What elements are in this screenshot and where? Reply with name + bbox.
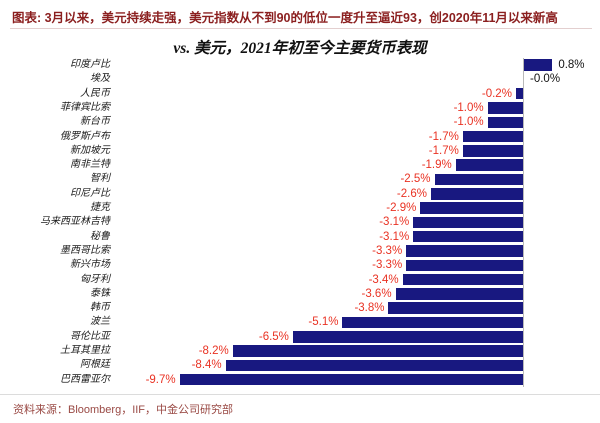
figure-caption: 图表: 3月以来，美元持续走强，美元指数从不到90的低位一度升至逼近93，创20…	[12, 11, 558, 25]
bar-segment	[388, 302, 523, 314]
category-label: 埃及	[90, 73, 110, 85]
bar-row: 俄罗斯卢布 -1.7%	[0, 130, 600, 144]
bar-row: 新台币 -1.0%	[0, 115, 600, 129]
footer-divider	[0, 394, 600, 395]
bar-row: 巴西雷亚尔 -9.7%	[0, 373, 600, 387]
bar-segment	[487, 102, 523, 114]
value-label: -3.1%	[379, 216, 410, 229]
bar-segment	[515, 87, 523, 100]
value-label: -2.6%	[396, 187, 427, 200]
value-label: -3.8%	[354, 302, 385, 315]
bar-segment	[430, 188, 523, 200]
bar-row: 人民币 -0.2%	[0, 87, 600, 101]
bar-row: 马来西亚林吉特 -3.1%	[0, 215, 600, 229]
bar-segment	[487, 116, 523, 129]
category-label: 新台币	[80, 116, 110, 128]
bar-row: 新加坡元 -1.7%	[0, 144, 600, 158]
bar-row: 菲律宾比索 -1.0%	[0, 101, 600, 115]
caption-divider	[10, 28, 592, 29]
source-note: 资料来源：Bloomberg，IIF，中金公司研究部	[13, 404, 234, 416]
bar-row: 捷克 -2.9%	[0, 201, 600, 215]
bar-row: 新兴市场 -3.3%	[0, 258, 600, 272]
bar-segment	[462, 145, 523, 157]
category-label: 人民币	[80, 87, 110, 99]
value-label: 0.8%	[558, 59, 585, 71]
value-label: -3.3%	[372, 259, 403, 272]
bar-row: 埃及 -0.0%	[0, 72, 600, 86]
bar-segment	[342, 316, 523, 329]
bar-row: 秘鲁 -3.1%	[0, 230, 600, 244]
value-label: -3.3%	[372, 244, 403, 257]
category-label: 捷克	[90, 202, 110, 213]
bar-segment	[179, 373, 523, 386]
category-label: 泰铢	[90, 287, 110, 299]
category-label: 哥伦比亚	[70, 330, 110, 342]
bar-segment	[406, 245, 523, 257]
bar-row: 印尼卢比 -2.6%	[0, 187, 600, 201]
bar-row: 墨西哥比索 -3.3%	[0, 244, 600, 258]
value-label: -1.0%	[453, 101, 484, 114]
category-label: 阿根廷	[80, 359, 110, 371]
value-label: -9.7%	[145, 373, 176, 386]
bar-row: 波兰 -5.1%	[0, 315, 600, 329]
category-label: 印尼卢比	[70, 187, 110, 199]
bar-segment	[402, 273, 523, 286]
value-label: -3.1%	[379, 230, 410, 243]
category-label: 智利	[90, 173, 110, 185]
category-label: 韩币	[90, 302, 110, 314]
bar-row: 智利 -2.5%	[0, 172, 600, 186]
category-label: 印度卢比	[70, 59, 110, 70]
value-label: -6.5%	[258, 330, 289, 343]
value-label: -3.4%	[368, 273, 399, 286]
bar-segment	[232, 345, 523, 357]
value-label: -2.9%	[386, 202, 417, 214]
bar-row: 印度卢比 0.8%	[0, 58, 600, 72]
category-label: 匈牙利	[80, 273, 110, 285]
bar-row: 阿根廷 -8.4%	[0, 358, 600, 372]
bar-row: 泰铢 -3.6%	[0, 287, 600, 301]
value-label: -8.4%	[191, 359, 222, 372]
value-label: -0.2%	[481, 87, 512, 100]
category-label: 土耳其里拉	[60, 345, 110, 356]
bar-row: 韩币 -3.8%	[0, 301, 600, 315]
bar-segment	[455, 159, 523, 171]
category-label: 菲律宾比索	[60, 101, 110, 113]
value-label: -2.5%	[400, 173, 431, 186]
bar-row: 哥伦比亚 -6.5%	[0, 330, 600, 344]
value-label: -1.0%	[453, 116, 484, 129]
bar-segment	[292, 331, 523, 343]
bar-segment	[524, 59, 553, 71]
value-label: -8.2%	[198, 345, 229, 357]
value-label: -5.1%	[308, 316, 339, 329]
bar-row: 匈牙利 -3.4%	[0, 273, 600, 287]
bar-chart-plot-area: 印度卢比 0.8% 埃及 -0.0% 人民币 -0.2% 菲律宾比索 -1.0% 新台币 -1.0…	[0, 58, 600, 389]
bar-segment	[225, 359, 523, 372]
category-label: 墨西哥比索	[60, 244, 110, 256]
category-label: 马来西亚林吉特	[40, 216, 110, 228]
bar-segment	[413, 230, 523, 243]
chart-title: vs. 美元，2021年初至今主要货币表现	[173, 40, 427, 57]
category-label: 波兰	[90, 316, 110, 328]
bar-segment	[420, 202, 523, 214]
bar-row: 土耳其里拉 -8.2%	[0, 344, 600, 358]
value-label: -1.9%	[421, 159, 452, 172]
zero-axis-line	[523, 58, 524, 387]
bar-segment	[434, 173, 523, 186]
bar-segment	[462, 130, 523, 143]
bar-row: 南非兰特 -1.9%	[0, 158, 600, 172]
category-label: 俄罗斯卢布	[60, 130, 110, 142]
value-label: -1.7%	[428, 130, 459, 143]
category-label: 秘鲁	[90, 230, 110, 242]
category-label: 巴西雷亚尔	[60, 373, 110, 385]
value-label: -3.6%	[361, 287, 392, 300]
bar-segment	[406, 259, 523, 272]
bar-segment	[395, 288, 523, 300]
category-label: 新兴市场	[70, 259, 110, 271]
value-label: -1.7%	[428, 144, 459, 157]
category-label: 南非兰特	[70, 159, 110, 171]
bar-segment	[413, 216, 523, 229]
category-label: 新加坡元	[70, 144, 110, 156]
value-label: -0.0%	[530, 73, 561, 86]
